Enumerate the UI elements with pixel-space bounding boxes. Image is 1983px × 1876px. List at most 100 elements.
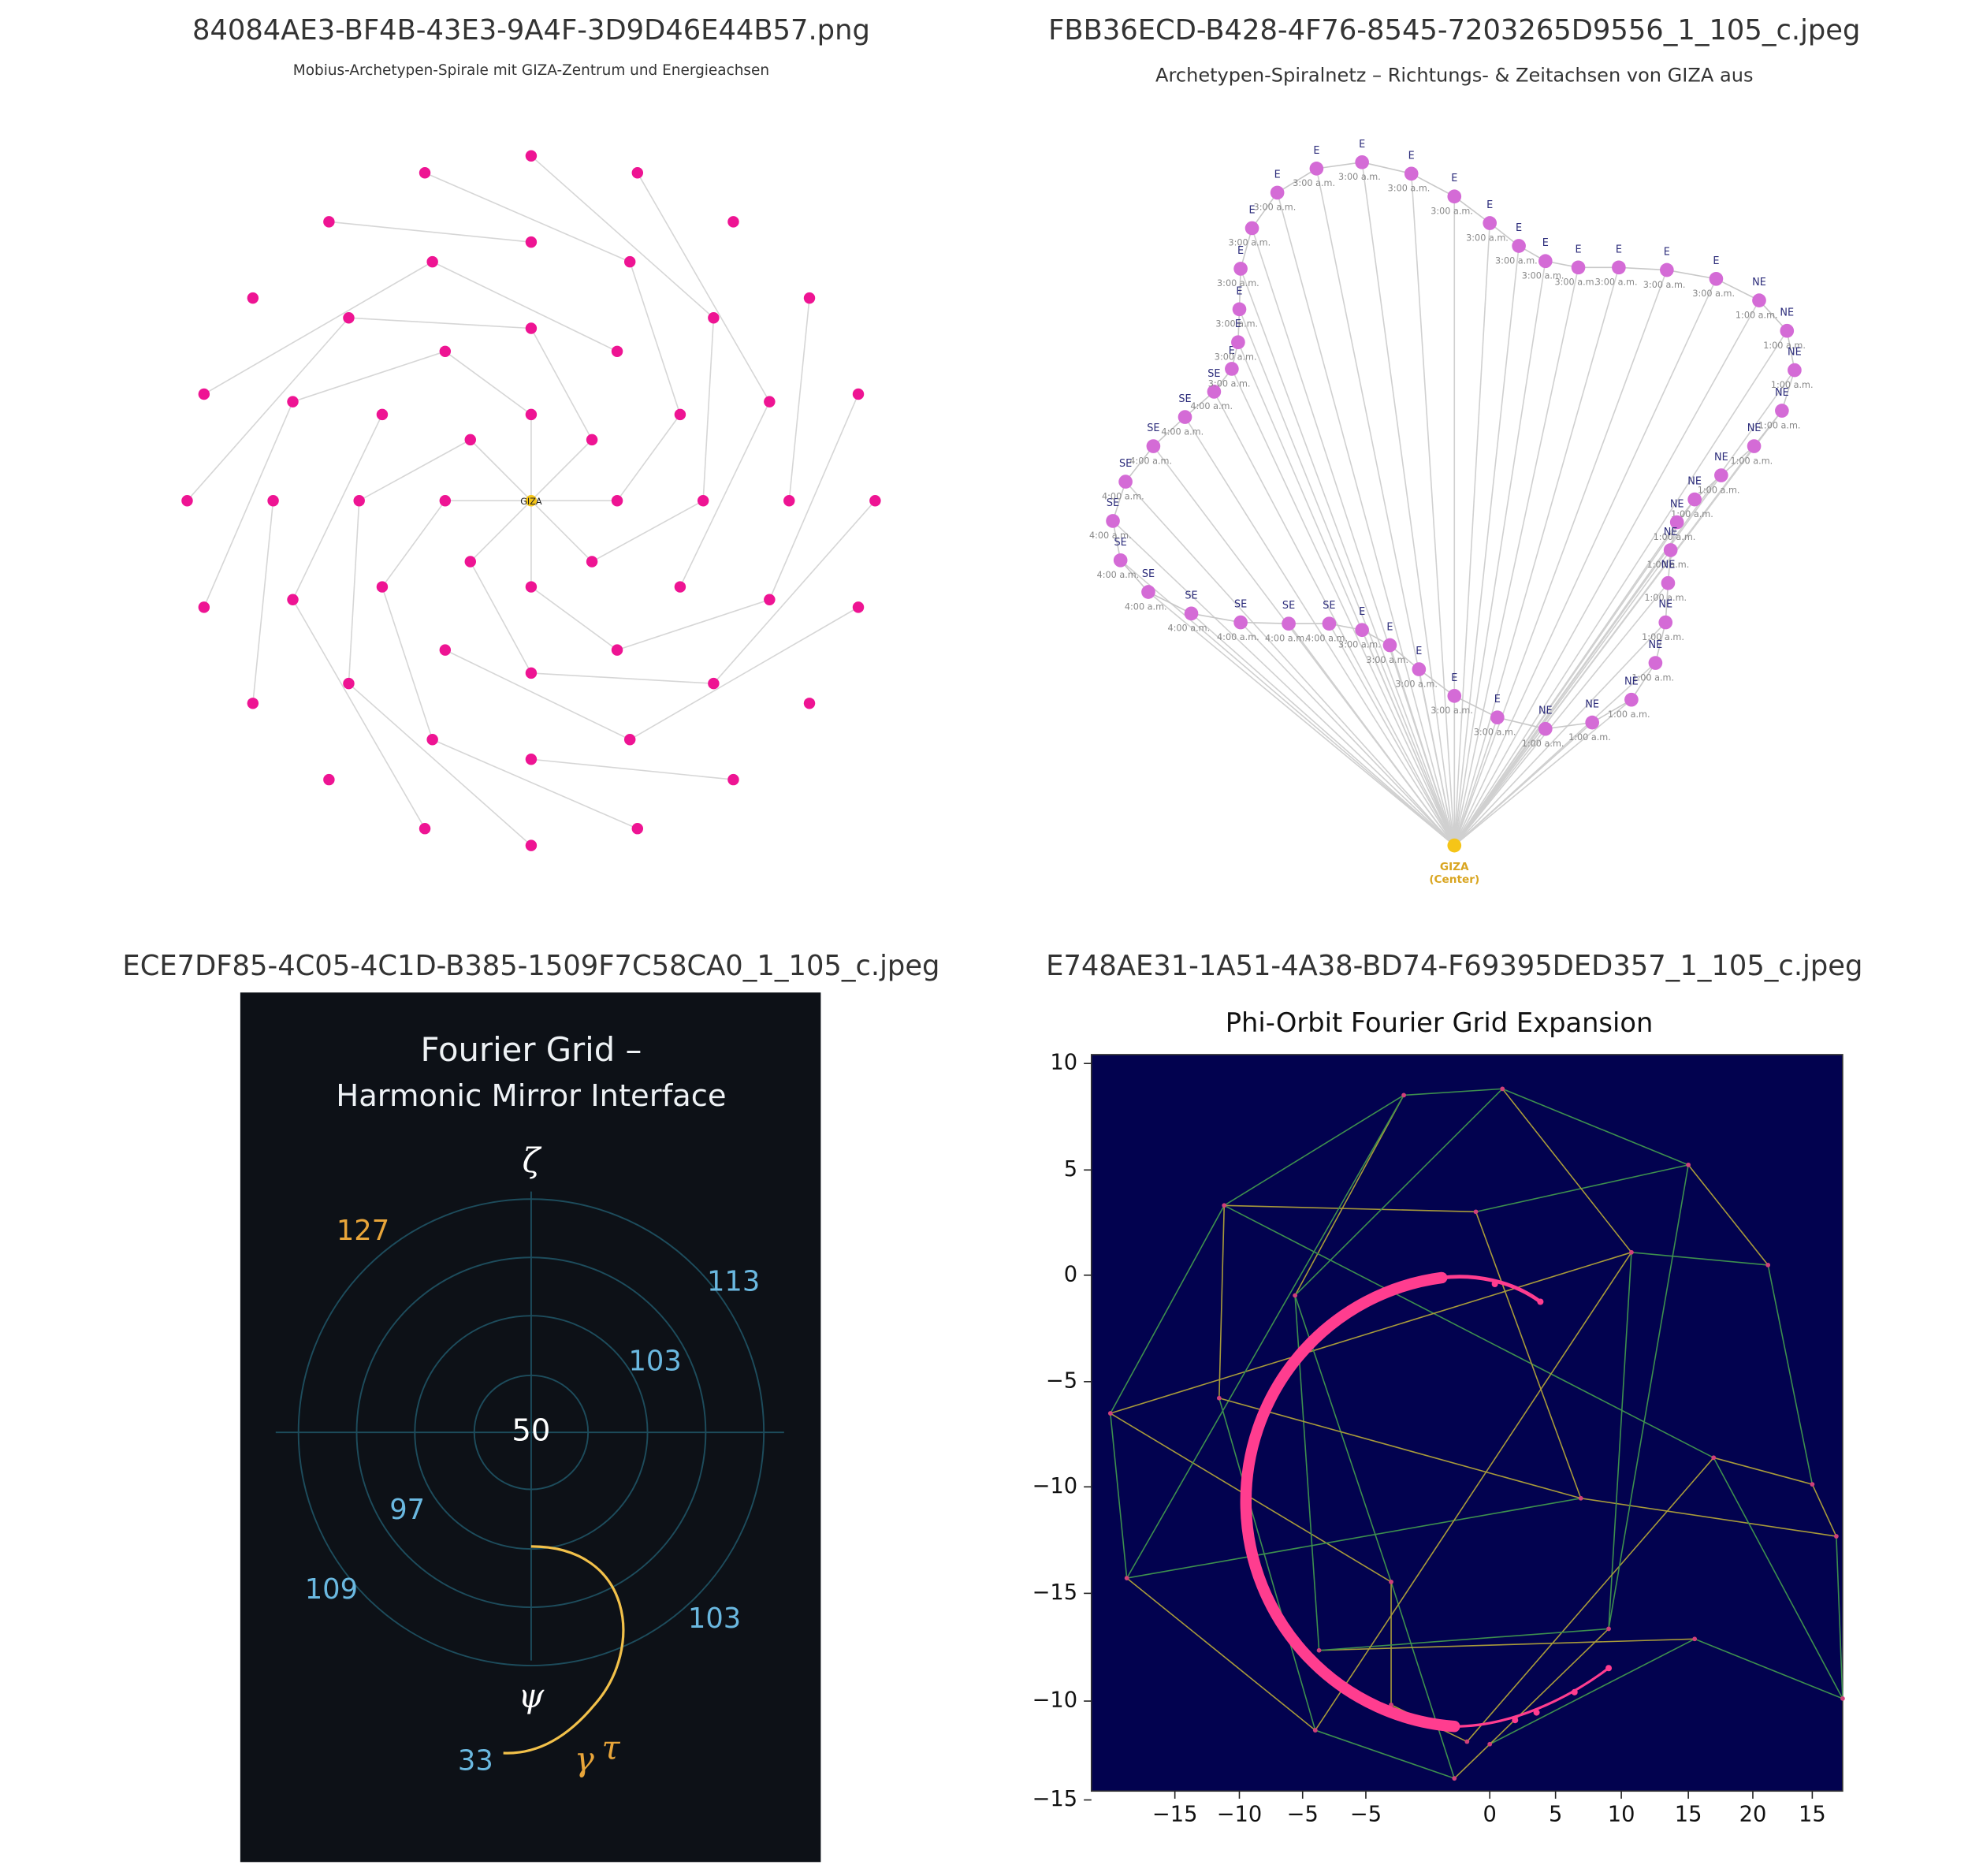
node	[1309, 162, 1324, 176]
label: 50	[512, 1413, 550, 1449]
edge	[1753, 410, 1783, 447]
network-edge	[1223, 1094, 1404, 1206]
direction-label: NE	[1658, 599, 1672, 611]
edge	[530, 586, 618, 651]
direction-label: E	[1236, 285, 1242, 297]
node	[674, 581, 686, 593]
network-edge	[1453, 1744, 1490, 1779]
edge	[292, 351, 446, 403]
node	[764, 396, 776, 408]
spoke	[1453, 261, 1546, 846]
network-edge	[1475, 1164, 1689, 1213]
direction-label: SE	[1119, 458, 1132, 470]
time-label: 4:00 a.m.	[1129, 456, 1172, 466]
edge	[1120, 560, 1149, 593]
panel-1: GIZA	[181, 150, 881, 851]
network-node	[1765, 1262, 1771, 1267]
time-label: 4:00 a.m.	[1167, 623, 1210, 634]
edge	[1716, 278, 1760, 301]
spoke	[1453, 549, 1672, 847]
network-node	[1452, 1776, 1457, 1781]
x-tick-label: −10	[1217, 1802, 1263, 1826]
edge	[1781, 370, 1795, 411]
spoke	[1453, 245, 1520, 846]
node	[1538, 721, 1553, 736]
network-node	[1124, 1576, 1129, 1580]
direction-label: E	[1516, 222, 1522, 234]
spoke	[1453, 222, 1491, 846]
direction-label: E	[1664, 247, 1670, 259]
spoke	[1361, 162, 1456, 846]
edge	[1240, 228, 1253, 270]
edge	[530, 328, 593, 441]
network-edge	[1319, 1638, 1695, 1651]
spoke	[1240, 268, 1456, 846]
direction-label: NE	[1752, 277, 1766, 288]
node	[1752, 293, 1766, 307]
node	[1709, 271, 1724, 286]
spoke	[1453, 622, 1666, 847]
time-label: 1:00 a.m.	[1654, 532, 1696, 542]
edge	[424, 172, 631, 262]
direction-label: NE	[1649, 639, 1663, 651]
orbit-point	[1491, 1280, 1498, 1288]
node	[1648, 656, 1663, 670]
node	[439, 494, 452, 507]
network-edge	[1294, 1088, 1503, 1297]
orbit-point	[1441, 1723, 1448, 1730]
edge	[432, 261, 618, 352]
edge	[1191, 612, 1241, 623]
time-label: 3:00 a.m.	[1554, 277, 1597, 288]
spoke	[1184, 416, 1455, 847]
node	[1113, 553, 1128, 568]
spoke	[1453, 330, 1788, 847]
spoke	[1453, 267, 1579, 846]
orbit-point	[1605, 1665, 1613, 1672]
edge	[1152, 416, 1186, 447]
edge	[1316, 162, 1363, 169]
edge	[616, 598, 770, 651]
direction-label: SE	[1234, 599, 1247, 611]
node	[852, 601, 865, 613]
edge	[1411, 173, 1455, 197]
edge	[530, 672, 714, 684]
edge	[1361, 162, 1412, 175]
node	[267, 494, 279, 507]
direction-label: E	[1235, 318, 1241, 330]
node	[464, 556, 476, 568]
edge	[470, 500, 532, 563]
x-tick-label: 15	[1799, 1802, 1826, 1826]
node	[623, 734, 636, 746]
time-label: 4:00 a.m.	[1125, 601, 1167, 612]
direction-label: E	[1575, 244, 1581, 255]
spoke	[1125, 481, 1455, 847]
node	[1660, 262, 1674, 277]
network-edge	[1836, 1535, 1843, 1699]
node	[525, 236, 538, 248]
edge	[359, 439, 471, 501]
edge	[1277, 168, 1317, 194]
time-label: 3:00 a.m.	[1495, 255, 1538, 266]
node	[623, 255, 636, 268]
network-edge	[1125, 1095, 1404, 1579]
edge	[712, 500, 876, 684]
direction-label: E	[1451, 173, 1457, 184]
node	[1661, 575, 1676, 590]
center-label: GIZA	[1440, 861, 1469, 873]
node	[419, 822, 431, 835]
center-label: (Center)	[1429, 873, 1479, 886]
edge	[203, 261, 433, 395]
node	[1585, 715, 1600, 730]
time-label: 3:00 a.m.	[1388, 184, 1431, 194]
node	[727, 773, 739, 786]
time-label: 3:00 a.m.	[1466, 233, 1509, 243]
edge	[203, 401, 294, 608]
network-edge	[1767, 1264, 1814, 1485]
y-tick-label: 10	[1050, 1051, 1077, 1075]
node	[343, 311, 355, 324]
direction-label: NE	[1780, 307, 1794, 319]
node	[419, 166, 431, 179]
heading: Harmonic Mirror Interface	[336, 1078, 726, 1114]
node	[464, 434, 476, 446]
